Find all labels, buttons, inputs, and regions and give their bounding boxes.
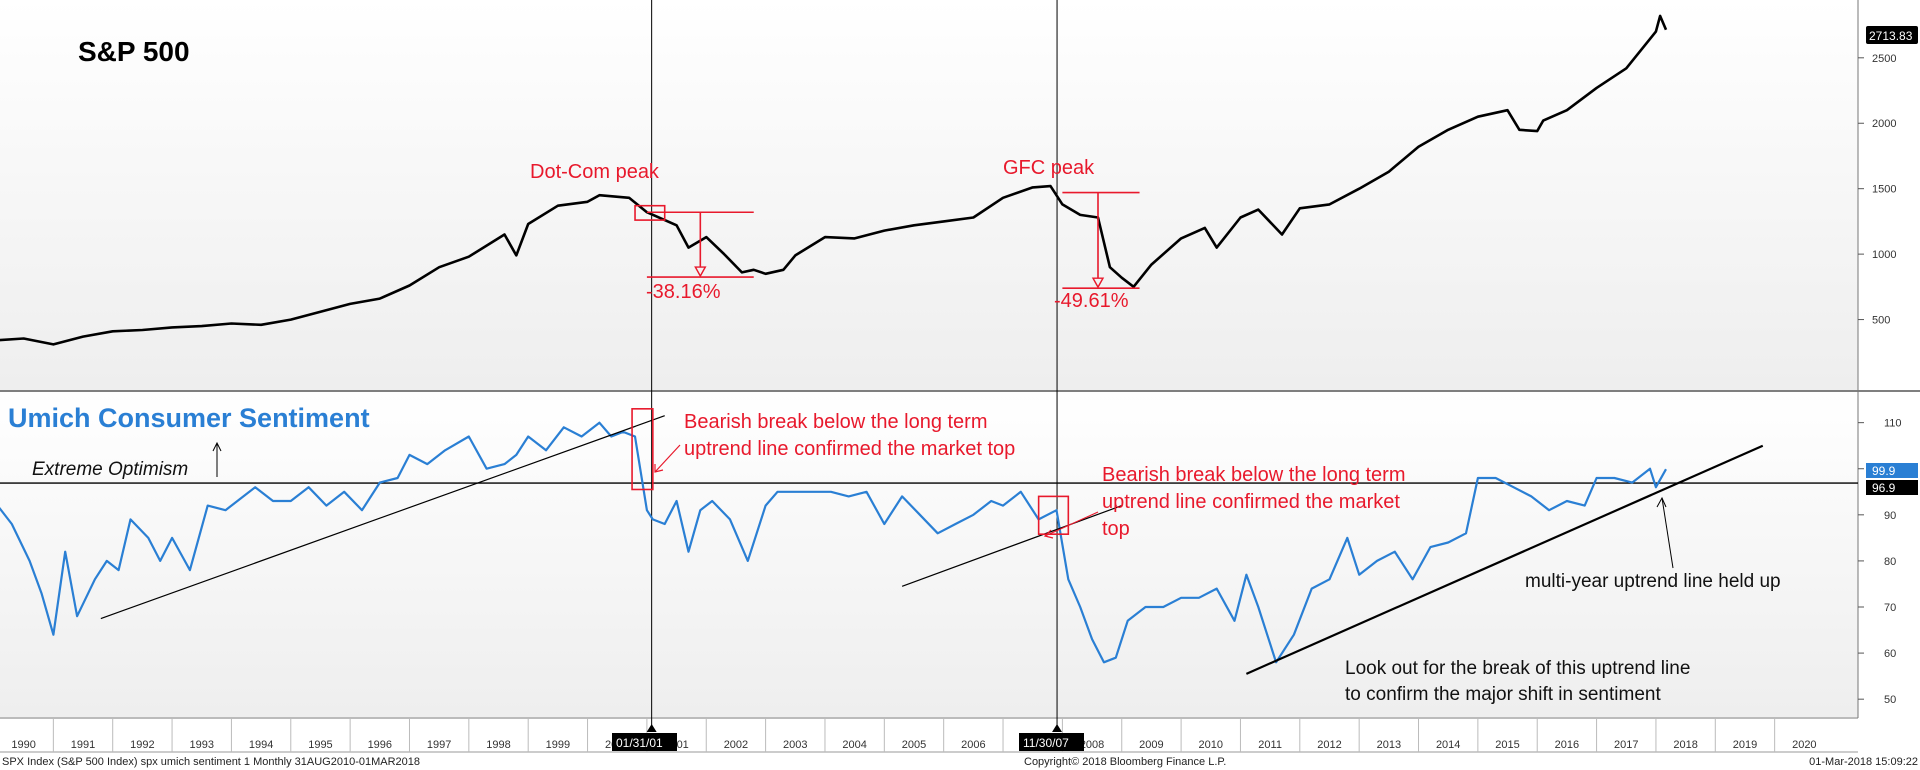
xtick-label: 2013 (1377, 739, 1401, 751)
xtick-label: 2014 (1436, 739, 1460, 751)
extreme-optimism-arrowhead (212, 441, 222, 452)
xtick-label: 2015 (1495, 739, 1519, 751)
xtick-label: 2011 (1258, 739, 1282, 751)
footer-left: SPX Index (S&P 500 Index) spx umich sent… (2, 756, 420, 768)
umich-last-value: 99.9 (1872, 464, 1896, 478)
umich-ytick-label: 110 (1884, 418, 1902, 430)
bearish-arrowhead-1 (654, 464, 664, 473)
xtick-label: 1994 (249, 739, 273, 751)
sp-ytick-label: 2500 (1872, 53, 1896, 65)
top-panel-bg (0, 0, 1858, 390)
sp500-last-badge (1866, 26, 1918, 44)
cursor-badge-1 (612, 733, 677, 751)
bearish-note-1-line1: Bearish break below the long term (684, 411, 988, 433)
xtick-label: 2006 (961, 739, 985, 751)
extreme-optimism-label: Extreme Optimism (32, 459, 188, 480)
sp-ytick-label: 1500 (1872, 184, 1896, 196)
umich-ytick-label: 60 (1884, 648, 1896, 660)
xtick-label: 2005 (902, 739, 926, 751)
xtick-label: 2009 (1139, 739, 1163, 751)
umich-ref-badge (1866, 480, 1918, 495)
bearish-note-1-line2: uptrend line confirmed the market top (684, 438, 1015, 460)
sp-ytick-label: 2000 (1872, 118, 1896, 130)
cursor-label-1: 01/31/01 (616, 736, 663, 750)
xtick-label: 2018 (1673, 739, 1697, 751)
held-up-label: multi-year uptrend line held up (1525, 571, 1781, 592)
xtick-label: 1992 (130, 739, 154, 751)
series-lines (0, 0, 1858, 732)
uptrend-line-2000s (901, 505, 1122, 587)
cursor-marker (646, 724, 657, 732)
cursor-marker (1052, 724, 1063, 732)
xtick-label: 1995 (308, 739, 332, 751)
umich-series-line (0, 421, 1667, 664)
gfc-drawdown-arrow-head (1091, 277, 1105, 289)
dotcom-peak-label: Dot-Com peak (530, 161, 660, 183)
xtick-label: 1990 (11, 739, 35, 751)
umich-ref-value: 96.9 (1872, 481, 1896, 495)
look-out-line1: Look out for the break of this uptrend l… (1345, 658, 1690, 679)
umich-ytick-label: 50 (1884, 694, 1896, 706)
gfc-drop-label: -49.61% (1054, 290, 1129, 312)
uptrend-line-2010s (1245, 444, 1764, 675)
sp-ytick-label: 500 (1872, 315, 1890, 327)
bottom-panel-bg (0, 392, 1858, 717)
xtick-label: 2017 (1614, 739, 1638, 751)
annotations (100, 191, 1764, 675)
xtick-label: 2019 (1733, 739, 1757, 751)
umich-ytick-label: 80 (1884, 556, 1896, 568)
xtick-label: 2010 (1199, 739, 1223, 751)
gfc-peak-label: GFC peak (1003, 157, 1095, 179)
held-up-arrowhead (1656, 496, 1667, 508)
xtick-label: 1996 (368, 739, 392, 751)
umich-break-box-1 (631, 408, 654, 491)
xtick-label: 2020 (1792, 739, 1816, 751)
bearish-note-2-line1: Bearish break below the long term (1102, 464, 1406, 486)
sp500-title: S&P 500 (78, 36, 190, 67)
bearish-arrow-1 (654, 444, 681, 473)
held-up-arrow (1661, 497, 1674, 569)
bearish-note-2-line2: uptrend line confirmed the market (1102, 491, 1400, 513)
sp500-series-line (0, 14, 1668, 346)
footer-right: 01-Mar-2018 15:09:22 (1809, 756, 1918, 768)
dotcom-drop-label: -38.16% (646, 281, 721, 303)
sp500-last-value: 2713.83 (1869, 29, 1913, 43)
xtick-label: 1998 (486, 739, 510, 751)
xtick-label: 2004 (842, 739, 866, 751)
umich-last-badge (1866, 463, 1918, 478)
xtick-label: 1999 (546, 739, 570, 751)
xtick-label: 2008 (1080, 739, 1104, 751)
xtick-label: 2002 (724, 739, 748, 751)
cursor-badge-2 (1019, 733, 1084, 751)
xtick-label: 2012 (1317, 739, 1341, 751)
bearish-arrowhead-2 (1043, 529, 1054, 539)
xtick-label: 2003 (783, 739, 807, 751)
bearish-arrow-2 (1044, 511, 1099, 537)
dotcom-drawdown-arrow-head (694, 266, 707, 278)
xtick-label: 2016 (1555, 739, 1579, 751)
xtick-label: 1997 (427, 739, 451, 751)
umich-ytick-label: 90 (1884, 510, 1896, 522)
cursor-label-2: 11/30/07 (1023, 736, 1069, 750)
umich-break-box-2 (1037, 495, 1070, 535)
umich-ytick-label: 70 (1884, 602, 1896, 614)
umich-title: Umich Consumer Sentiment (8, 403, 370, 433)
bearish-note-2-line3: top (1102, 518, 1130, 540)
xtick-label: 1993 (189, 739, 213, 751)
uptrend-line-1990s (100, 415, 665, 620)
sp-ytick-label: 1000 (1872, 249, 1896, 261)
xtick-label: 1991 (71, 739, 95, 751)
look-out-line2: to confirm the major shift in sentiment (1345, 684, 1661, 705)
footer-center: Copyright© 2018 Bloomberg Finance L.P. (1024, 756, 1226, 768)
